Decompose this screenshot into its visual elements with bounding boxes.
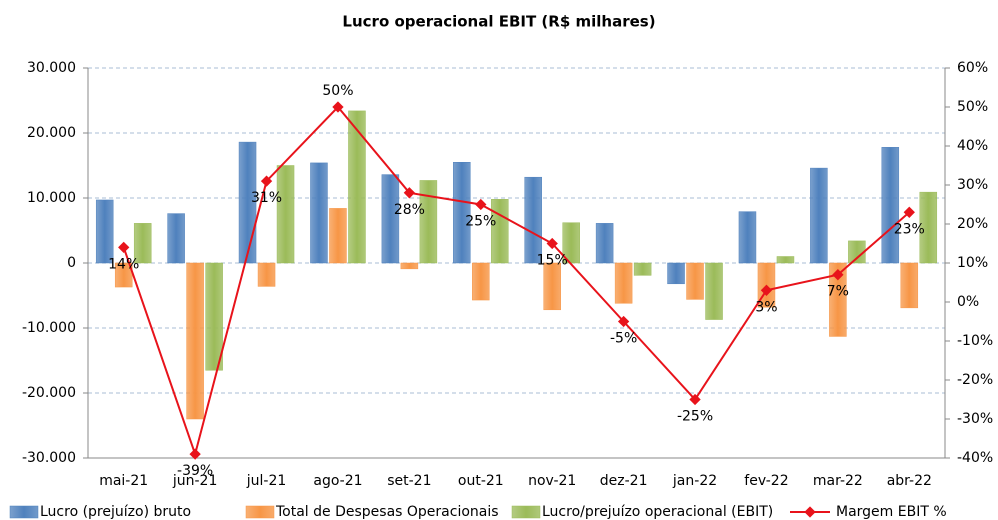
marker <box>260 175 273 187</box>
y-tick-label: 0 <box>67 255 76 271</box>
bar <box>472 262 490 301</box>
bar <box>167 213 185 264</box>
x-tick-label: dez-21 <box>600 473 648 489</box>
bar <box>329 208 347 264</box>
bar <box>381 174 400 264</box>
y2-tick-label: 50% <box>957 99 988 115</box>
y2-tick-label: -40% <box>957 450 993 466</box>
bar <box>257 262 276 287</box>
bar <box>543 262 561 311</box>
marker <box>189 448 201 460</box>
legend-label: Margem EBIT % <box>836 504 947 520</box>
y-tick-label: -30.000 <box>22 450 76 466</box>
marker <box>903 206 915 218</box>
bar <box>186 262 204 420</box>
data-label: 3% <box>755 299 777 315</box>
bar <box>705 262 723 320</box>
legend-swatch <box>9 505 39 519</box>
bar <box>276 165 295 264</box>
bar <box>829 262 847 337</box>
y2-tick-label: 40% <box>957 138 988 154</box>
x-tick-label: nov-21 <box>528 473 576 489</box>
bar <box>686 262 704 300</box>
legend-label: Lucro/prejuízo operacional (EBIT) <box>542 504 773 520</box>
marker <box>689 393 701 406</box>
y2-tick-label: 20% <box>957 216 988 232</box>
bar <box>133 223 152 264</box>
y2-tick-label: -20% <box>957 372 993 388</box>
bar <box>348 110 366 264</box>
marker <box>760 284 773 296</box>
x-tick-label: out-21 <box>458 473 504 489</box>
x-tick-label: fev-22 <box>744 473 788 489</box>
x-tick-label: set-21 <box>387 473 431 489</box>
y-tick-label: -20.000 <box>22 385 76 401</box>
bar <box>205 262 223 371</box>
marker <box>832 269 844 281</box>
legend-swatch <box>245 505 275 519</box>
y-tick-label: -10.000 <box>22 320 76 336</box>
marker <box>475 198 487 211</box>
bar <box>453 162 471 264</box>
marker <box>546 237 558 250</box>
bar <box>524 176 542 264</box>
y2-tick-label: 60% <box>957 60 988 76</box>
legend-marker <box>804 506 816 518</box>
bar <box>900 262 919 309</box>
marker <box>403 187 416 199</box>
bar <box>595 223 614 264</box>
x-tick-label: abr-22 <box>887 473 932 489</box>
legend-swatch <box>511 505 541 519</box>
bar <box>667 262 685 285</box>
data-label: 23% <box>894 221 925 237</box>
legend-label: Total de Despesas Operacionais <box>275 504 499 520</box>
x-tick-label: jul-21 <box>246 473 287 489</box>
bar <box>238 141 257 264</box>
data-label: 25% <box>465 214 496 230</box>
x-tick-label: jan-22 <box>672 473 717 489</box>
bar <box>776 256 795 264</box>
y-tick-label: 10.000 <box>27 190 76 206</box>
y-tick-label: 20.000 <box>27 125 76 141</box>
bar <box>614 262 633 304</box>
data-label: -39% <box>177 463 213 479</box>
y2-tick-label: -30% <box>957 411 993 427</box>
data-label: -25% <box>677 409 713 425</box>
legend-label: Lucro (prejuízo) bruto <box>40 504 191 520</box>
y2-tick-label: 30% <box>957 177 988 193</box>
bar <box>95 199 114 264</box>
data-label: 50% <box>322 83 353 99</box>
marker <box>118 241 130 254</box>
bar <box>310 162 328 264</box>
bar <box>738 211 757 264</box>
bar <box>810 167 828 264</box>
y-tick-label: 30.000 <box>27 60 76 76</box>
line <box>122 105 910 458</box>
x-tick-label: mar-22 <box>813 473 863 489</box>
x-tick-label: mai-21 <box>99 473 148 489</box>
marker <box>617 315 630 328</box>
bar <box>419 180 438 264</box>
data-label: 15% <box>537 253 568 269</box>
data-label: 31% <box>251 190 282 206</box>
data-label: 7% <box>827 284 849 300</box>
x-tick-label: jun-21 <box>172 473 218 489</box>
y2-tick-label: 10% <box>957 255 988 271</box>
bar <box>633 262 652 276</box>
y2-tick-label: 0% <box>957 294 979 310</box>
data-label: 14% <box>108 256 139 272</box>
data-label: -5% <box>610 331 637 347</box>
x-tick-label: ago-21 <box>313 473 362 489</box>
y2-tick-label: -10% <box>957 333 993 349</box>
bar <box>919 191 938 264</box>
data-label: 28% <box>394 202 425 218</box>
bar <box>491 199 509 264</box>
bar <box>881 147 900 264</box>
chart-title: Lucro operacional EBIT (R$ milhares) <box>342 13 655 31</box>
bar <box>400 262 419 270</box>
